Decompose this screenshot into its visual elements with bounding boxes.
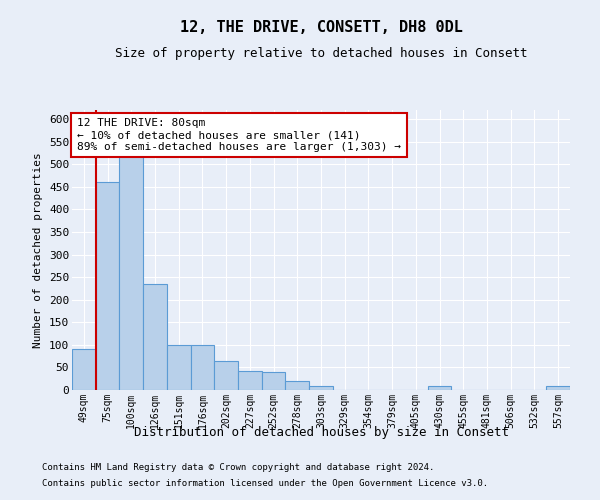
Y-axis label: Number of detached properties: Number of detached properties — [34, 152, 43, 348]
Bar — [191, 345, 214, 390]
Bar — [546, 386, 570, 390]
Bar — [119, 150, 143, 390]
Bar — [214, 360, 238, 390]
Bar — [286, 381, 309, 390]
Text: 12, THE DRIVE, CONSETT, DH8 0DL: 12, THE DRIVE, CONSETT, DH8 0DL — [179, 20, 463, 35]
Bar — [96, 182, 119, 390]
Bar — [428, 386, 451, 390]
Text: Contains public sector information licensed under the Open Government Licence v3: Contains public sector information licen… — [42, 478, 488, 488]
Text: Size of property relative to detached houses in Consett: Size of property relative to detached ho… — [115, 48, 527, 60]
Bar — [143, 284, 167, 390]
Text: Contains HM Land Registry data © Crown copyright and database right 2024.: Contains HM Land Registry data © Crown c… — [42, 464, 434, 472]
Text: 12 THE DRIVE: 80sqm
← 10% of detached houses are smaller (141)
89% of semi-detac: 12 THE DRIVE: 80sqm ← 10% of detached ho… — [77, 118, 401, 152]
Bar — [72, 350, 96, 390]
Bar — [167, 345, 191, 390]
Text: Distribution of detached houses by size in Consett: Distribution of detached houses by size … — [133, 426, 509, 439]
Bar — [309, 386, 333, 390]
Bar — [238, 371, 262, 390]
Bar — [262, 372, 286, 390]
